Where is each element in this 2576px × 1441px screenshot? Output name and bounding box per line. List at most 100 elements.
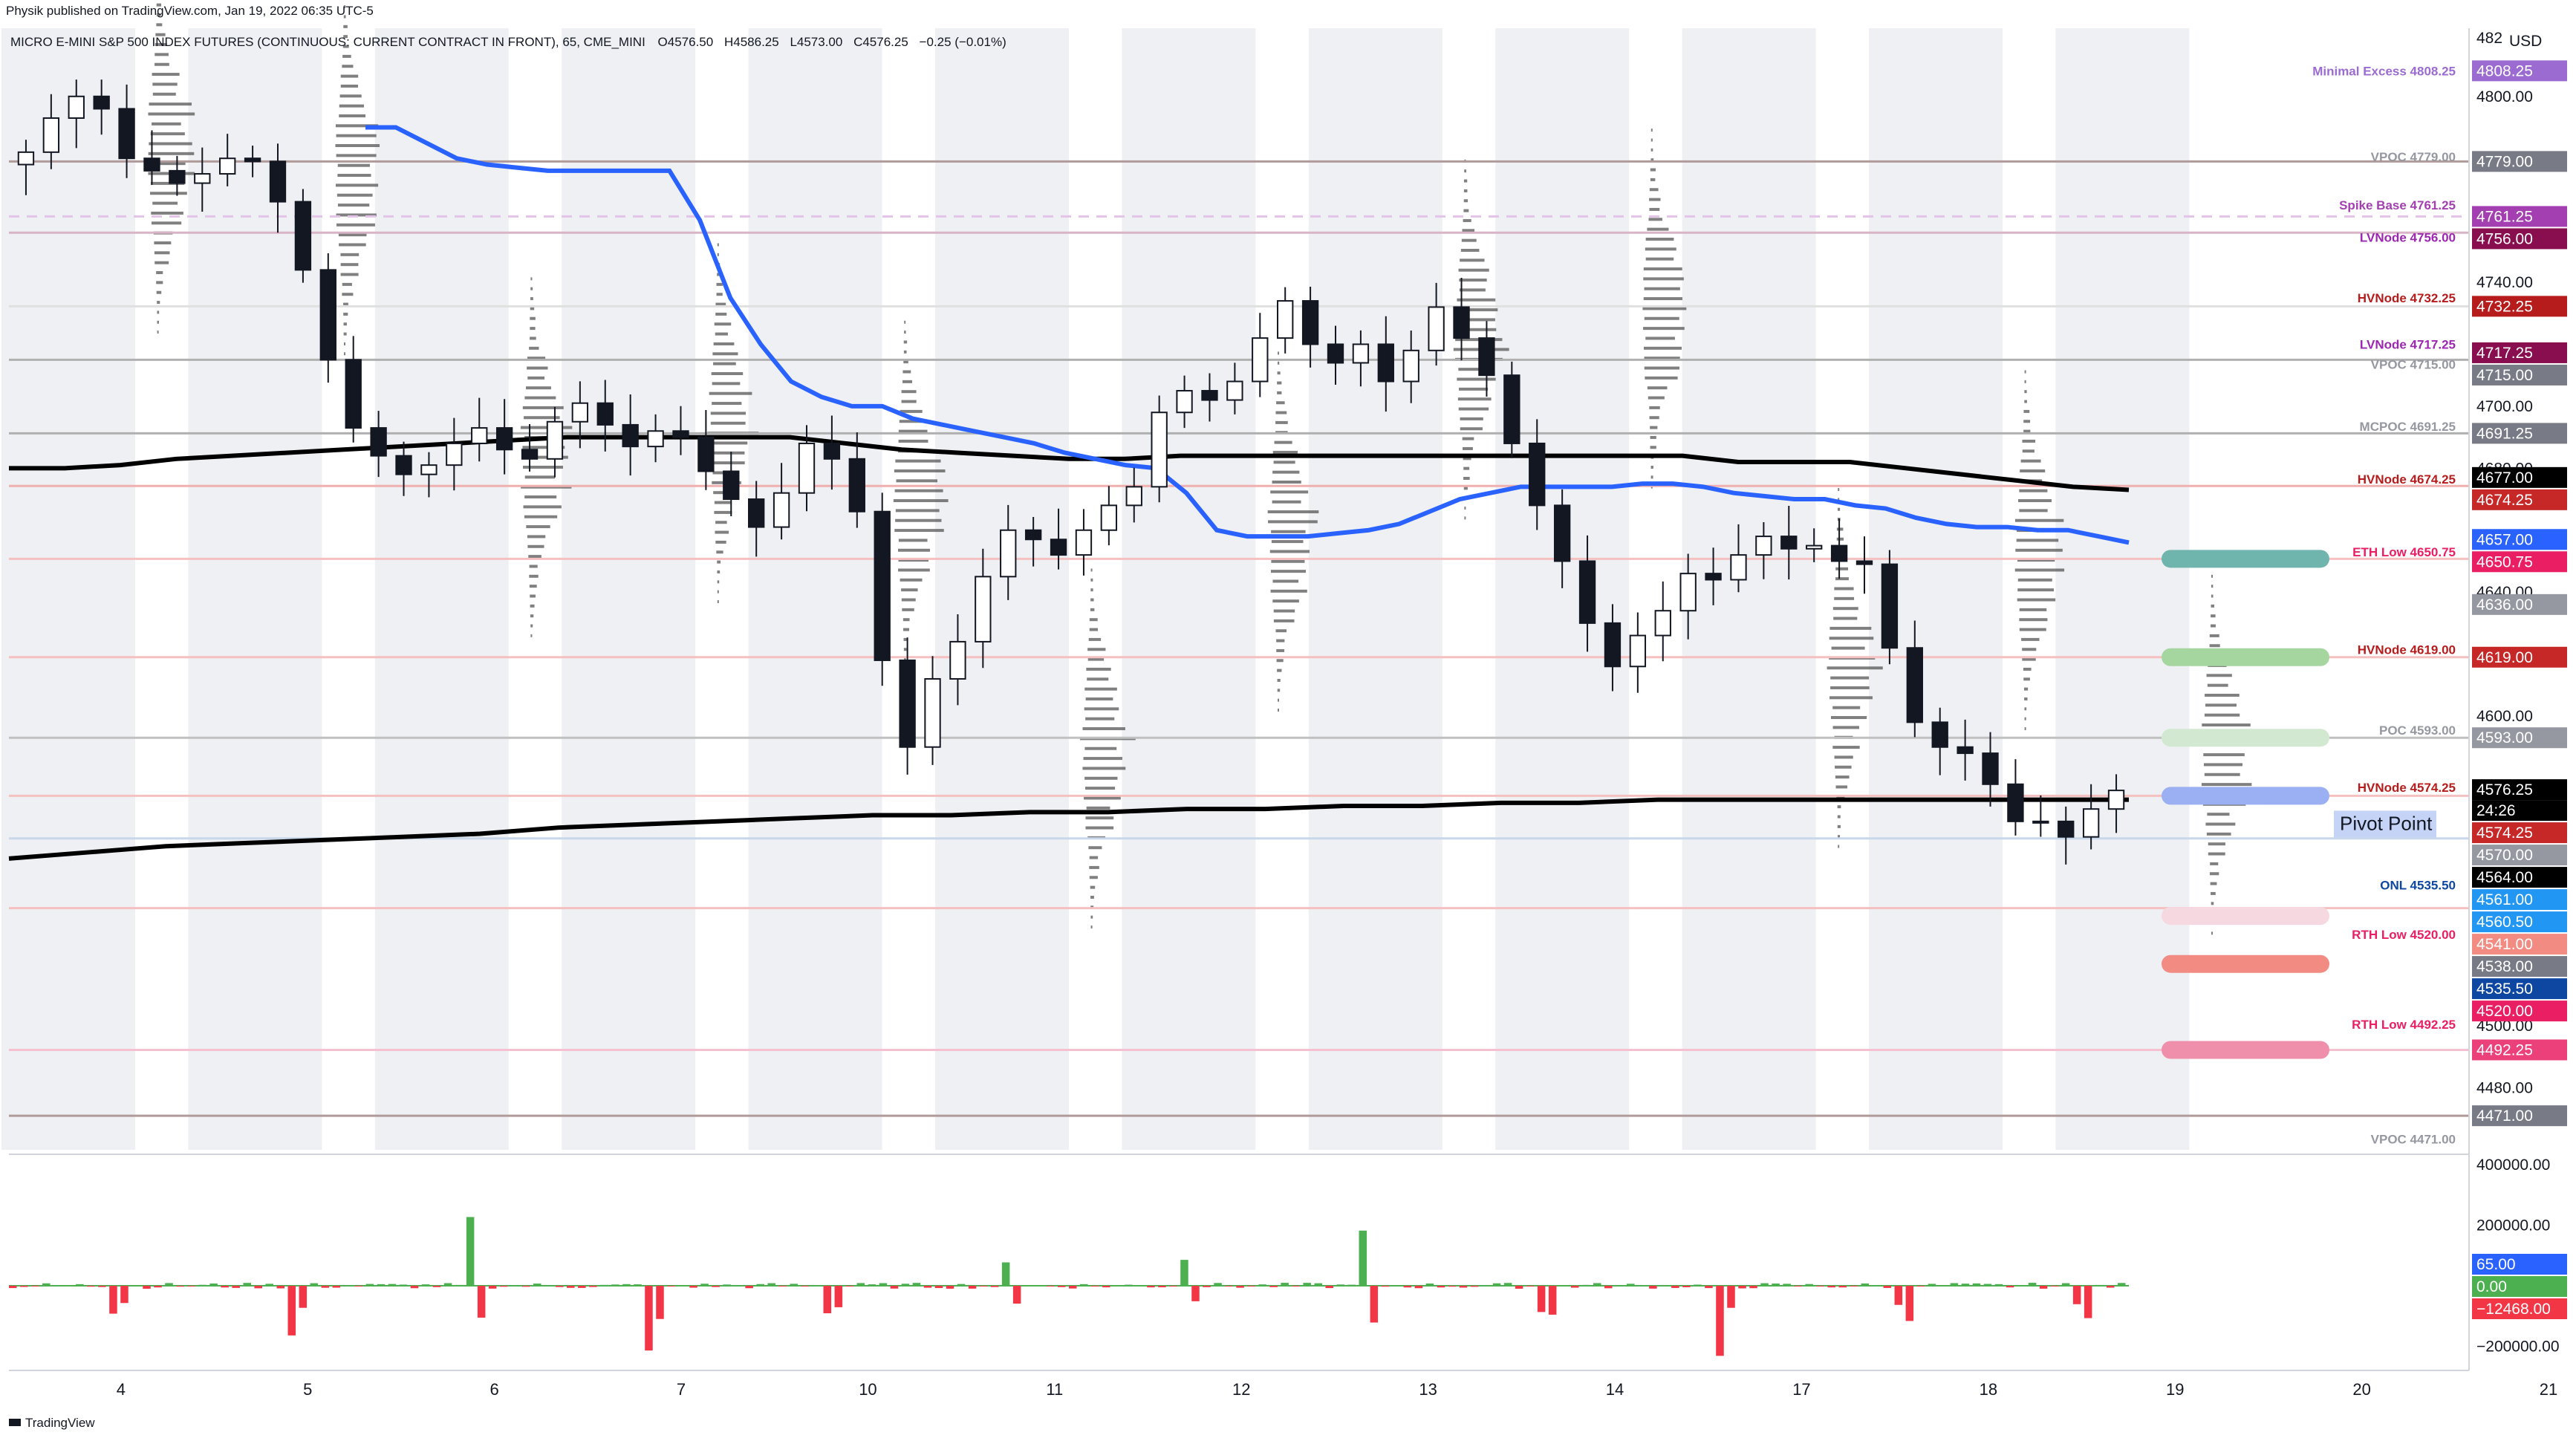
volume-bar (287, 1286, 296, 1336)
candle-body (2032, 820, 2049, 824)
profile-bar (901, 588, 918, 592)
candle-body (1931, 721, 1948, 748)
level-text-1: VPOC 4779.00 (2371, 150, 2456, 164)
profile-bar (1458, 368, 1490, 371)
price-badge-text-20: 4560.50 (2476, 914, 2533, 931)
tradingview-logo[interactable]: TradingView (9, 1416, 95, 1430)
profile-bar (711, 451, 745, 455)
volume-bar (87, 1286, 95, 1287)
countdown-text: 24:26 (2476, 802, 2516, 819)
profile-bar (343, 15, 346, 19)
profile-bar (712, 402, 742, 406)
candle-body (596, 402, 614, 426)
profile-bar (711, 372, 744, 376)
volume-bar (1805, 1284, 1813, 1286)
volume-bar (1225, 1286, 1233, 1287)
profile-bar (2209, 634, 2219, 637)
profile-bar (2201, 783, 2252, 787)
profile-bar (1838, 498, 1840, 501)
profile-bar (2023, 677, 2030, 681)
volume-bar (1838, 1286, 1847, 1288)
volume-bar (154, 1286, 162, 1288)
volume-bar (42, 1283, 51, 1286)
volume-bar (1772, 1283, 1780, 1286)
profile-bar (1085, 826, 1114, 830)
volume-bar (2050, 1286, 2059, 1287)
profile-bar (1463, 457, 1471, 461)
profile-bar (338, 233, 367, 237)
profile-bar (1463, 189, 1468, 192)
x-tick-5: 11 (1046, 1380, 1063, 1399)
profile-bar (895, 518, 942, 522)
profile-bar (1650, 158, 1654, 162)
volume-bar (1203, 1286, 1211, 1287)
volume-bar (2028, 1283, 2037, 1286)
price-badge-22 (2472, 956, 2567, 978)
profile-bar (716, 293, 723, 296)
profile-bar (712, 382, 741, 386)
profile-bar (157, 331, 159, 334)
projection-bar-3 (2162, 787, 2329, 805)
candle-body (2082, 808, 2100, 838)
profile-bar (1083, 757, 1122, 761)
profile-bar (340, 74, 359, 78)
profile-bar (150, 162, 186, 166)
volume-bar (1136, 1285, 1144, 1287)
level-text-8: HVNode 4674.25 (2358, 472, 2456, 487)
volume-bar (354, 1286, 363, 1287)
candle-body (1277, 300, 1294, 339)
profile-bar (343, 302, 348, 306)
profile-bar (710, 421, 746, 425)
profile-bar (901, 598, 916, 602)
profile-bar (2207, 683, 2228, 687)
profile-bar (1647, 227, 1669, 231)
profile-bar (1090, 598, 1094, 602)
candle-body (546, 420, 564, 460)
price-badge-12 (2472, 593, 2567, 615)
volume-bar (2095, 1284, 2104, 1286)
price-tick-8: 4800.00 (2476, 88, 2533, 105)
volume-bar (1325, 1286, 1333, 1289)
candle-body (949, 640, 966, 680)
profile-bar (1458, 407, 1489, 411)
profile-bar (1643, 277, 1684, 281)
profile-bar (1271, 540, 1304, 544)
profile-bar (1271, 530, 1306, 533)
price-badge-10 (2472, 529, 2567, 550)
price-badge-0 (2472, 60, 2567, 82)
volume-bar (868, 1284, 876, 1286)
profile-bar (894, 529, 944, 533)
profile-bar (523, 505, 562, 509)
candle-body (874, 510, 891, 661)
volume-bar (1894, 1286, 1903, 1305)
candle-body (1024, 529, 1042, 541)
volume-bar (912, 1283, 921, 1286)
profile-bar (713, 342, 735, 345)
profile-bar (1464, 507, 1466, 510)
profile-bar (904, 331, 906, 334)
profile-bar (1835, 785, 1848, 789)
session-band-9 (1682, 28, 1816, 1150)
volume-bar (1705, 1286, 1713, 1289)
volume-bar (1292, 1286, 1300, 1287)
candle-body (1806, 544, 1823, 550)
profile-bar (2015, 548, 2063, 552)
profile-bar (524, 416, 560, 420)
candle-body (1855, 560, 1873, 565)
profile-bar (2022, 648, 2037, 651)
level-text-3: LVNode 4756.00 (2360, 231, 2456, 245)
profile-bar (1643, 327, 1685, 331)
profile-bar (1650, 138, 1653, 142)
profile-bar (155, 43, 167, 47)
profile-bar (716, 282, 723, 286)
profile-bar (2204, 763, 2242, 767)
candle-body (975, 576, 992, 643)
profile-bar (2205, 703, 2237, 707)
profile-bar (1090, 915, 1093, 919)
profile-bar (344, 342, 345, 345)
profile-bar (1090, 885, 1096, 889)
volume-bar (812, 1285, 821, 1287)
profile-bar (1650, 148, 1653, 152)
profile-bar (1272, 579, 1299, 583)
